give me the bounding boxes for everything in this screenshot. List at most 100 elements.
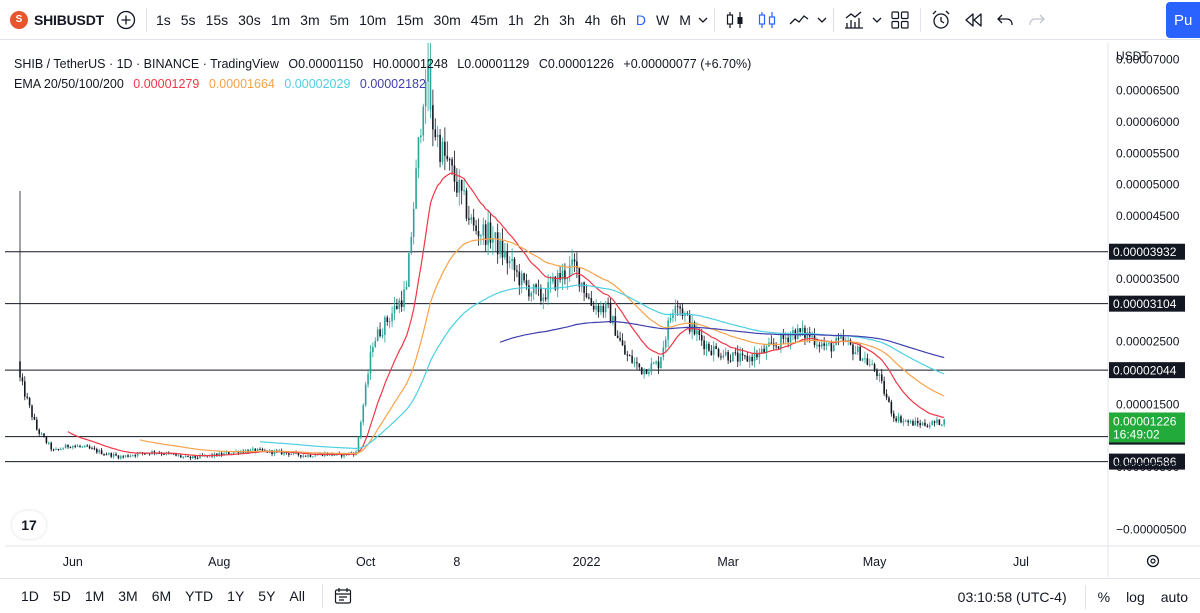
range-button[interactable]: 5D (52, 588, 71, 604)
candle-body (672, 313, 674, 319)
interval-button[interactable]: 3m (300, 11, 320, 28)
interval-button[interactable]: 45m (470, 11, 499, 28)
candle-body (698, 330, 701, 335)
alarm-clock-icon[interactable] (925, 0, 957, 40)
candle-body (28, 397, 31, 406)
interval-button[interactable]: 1s (155, 11, 171, 28)
indicators-icon[interactable] (838, 0, 870, 40)
layout-grid-icon[interactable] (884, 0, 916, 40)
candle-body (904, 420, 907, 422)
redo-icon[interactable] (1021, 0, 1053, 40)
interval-button[interactable]: W (656, 11, 670, 28)
range-button[interactable]: 1D (21, 588, 39, 604)
log-toggle[interactable]: log (1126, 588, 1145, 605)
candle-body (153, 451, 156, 454)
range-button[interactable]: YTD (185, 588, 214, 604)
interval-list: 1s 5s 15s 30s 1m 3m 5m 10m 15m 30m 45m 1h 2h 3h 4h 6h D W… (151, 0, 696, 40)
top-toolbar: S SHIBUSDT 1s 5s 15s 30s 1m 3m 5m 10m 15m 30m 45m 1… (0, 0, 1200, 40)
undo-icon[interactable] (989, 0, 1021, 40)
replay-icon[interactable] (957, 0, 989, 40)
interval-button[interactable]: 1h (508, 11, 524, 28)
candle-body (597, 305, 600, 313)
interval-button[interactable]: 3h (559, 11, 575, 28)
candle-body (36, 419, 38, 430)
candle-body (417, 137, 420, 169)
ema-row[interactable]: EMA 20/50/100/200 0.00001279 0.00001664 … (14, 74, 751, 94)
candle-body (93, 448, 96, 450)
candle-body (900, 416, 902, 423)
range-button[interactable]: All (289, 588, 305, 604)
interval-button[interactable]: 30s (238, 11, 261, 28)
chevron-down-icon[interactable] (815, 0, 829, 40)
auto-toggle[interactable]: auto (1160, 588, 1188, 605)
interval-button[interactable]: 5m (329, 11, 350, 28)
candle-body (734, 352, 737, 354)
interval-button[interactable]: 4h (584, 11, 601, 28)
candle-body (84, 445, 86, 447)
candle-body (823, 343, 825, 346)
candle-body (333, 455, 336, 457)
candle-body (362, 405, 365, 423)
interval-button[interactable]: 1m (270, 11, 291, 28)
candle-body (736, 352, 739, 362)
interval-button[interactable]: 5s (180, 11, 196, 28)
percent-toggle[interactable]: % (1097, 588, 1111, 605)
hline-price-label: 0.00002044 (1113, 364, 1177, 378)
candle-body (67, 444, 69, 448)
candle-body (64, 444, 67, 449)
candle-body (499, 240, 501, 255)
candle-body (199, 455, 201, 458)
line-chart-icon[interactable] (783, 0, 815, 40)
date-range-icon[interactable] (327, 576, 359, 613)
price-chart[interactable]: 0.000039320.000031040.000020440.00000984… (0, 0, 1200, 578)
candle-body (876, 370, 878, 377)
candle-body (820, 343, 823, 347)
symbol-name: SHIBUSDT (34, 11, 104, 28)
candle-body (547, 282, 549, 300)
range-button[interactable]: 1M (84, 588, 105, 604)
settings-gear-icon[interactable] (1146, 554, 1160, 568)
candle-body (429, 59, 432, 110)
compare-add-icon[interactable] (110, 0, 142, 40)
candle-body (228, 452, 230, 455)
tradingview-logo-icon[interactable]: 17 (12, 511, 46, 539)
candle-body (861, 358, 864, 361)
clock-timezone[interactable]: 03:10:58 (UTC-4) (957, 588, 1067, 605)
candle-body (88, 446, 91, 449)
range-button[interactable]: 6M (151, 588, 172, 604)
hollow-candles-icon[interactable] (751, 0, 783, 40)
candle-body (374, 340, 377, 347)
symbol-search[interactable]: S SHIBUSDT (0, 0, 110, 40)
candle-body (288, 453, 290, 455)
candle-body (806, 332, 809, 339)
candle-body (892, 413, 895, 419)
interval-button[interactable]: 15m (396, 11, 424, 28)
interval-button[interactable]: 10m (359, 11, 387, 28)
interval-button[interactable]: 30m (433, 11, 461, 28)
candle-body (259, 449, 261, 451)
interval-button[interactable]: 6h (610, 11, 626, 28)
interval-button[interactable]: D (635, 11, 647, 28)
chevron-down-icon[interactable] (870, 0, 884, 40)
range-button[interactable]: 5Y (258, 588, 276, 604)
interval-button[interactable]: 15s (205, 11, 229, 28)
range-button[interactable]: 3M (118, 588, 138, 604)
candle-body (55, 448, 57, 450)
interval-button[interactable]: 2h (533, 11, 550, 28)
candle-body (117, 455, 120, 459)
candle-body (81, 446, 84, 448)
candle-body (465, 190, 468, 219)
publish-button[interactable]: Pu (1166, 2, 1200, 38)
candles-icon[interactable] (719, 0, 751, 40)
interval-button[interactable]: M (679, 11, 691, 28)
range-button[interactable]: 1Y (227, 588, 245, 604)
candle-body (864, 358, 866, 360)
candle-body (919, 423, 921, 426)
candle-body (451, 159, 453, 166)
hline-price-label: 0.00003104 (1113, 297, 1177, 311)
candle-body (223, 453, 225, 456)
candle-body (393, 305, 396, 314)
chevron-down-icon[interactable] (696, 0, 710, 40)
candle-body (482, 224, 485, 236)
ema20-value: 0.00001279 (133, 77, 200, 91)
